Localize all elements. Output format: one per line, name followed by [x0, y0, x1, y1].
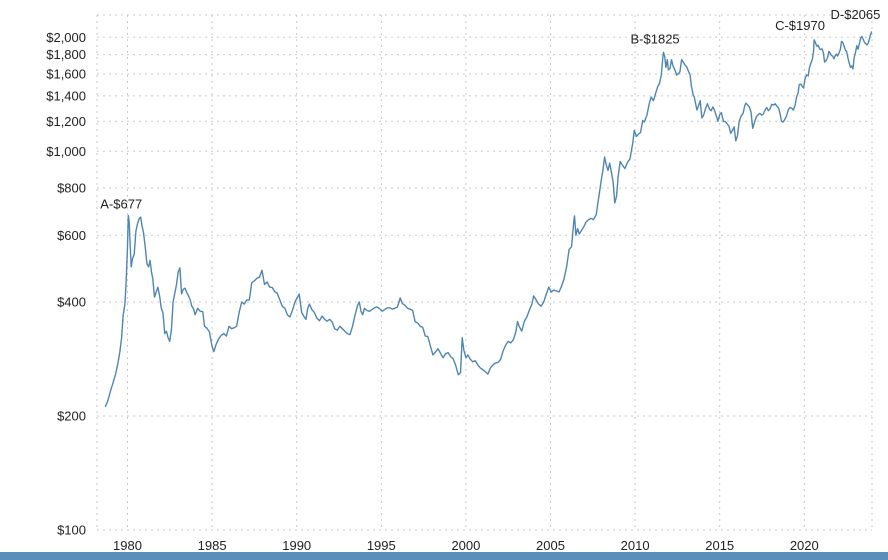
y-tick-label: $2,000: [46, 30, 86, 45]
y-tick-label: $1,600: [46, 67, 86, 82]
x-axis-tick-labels: 1980 1985 1990 1995 2000 2005 2010 2015 2020: [113, 538, 819, 553]
x-tick-label: 1995: [367, 538, 396, 553]
annotation-a: A-$677: [100, 196, 142, 211]
annotation-c: C-$1970: [775, 18, 825, 33]
x-tick-label: 1990: [282, 538, 311, 553]
timeline-scrollbar[interactable]: [0, 552, 888, 560]
grid-lines: [96, 14, 873, 531]
x-tick-label: 2010: [621, 538, 650, 553]
peak-annotations: A-$677 B-$1825 C-$1970 D-$2065: [100, 7, 880, 211]
y-tick-label: $1,200: [46, 114, 86, 129]
price-line-series: [104, 31, 873, 408]
x-tick-label: 2015: [705, 538, 734, 553]
y-tick-label: $1,400: [46, 88, 86, 103]
x-tick-label: 2005: [536, 538, 565, 553]
x-tick-label: 1980: [113, 538, 142, 553]
x-tick-label: 2020: [790, 538, 819, 553]
x-tick-label: 1985: [198, 538, 227, 553]
annotation-b: B-$1825: [631, 31, 680, 46]
x-tick-label: 2000: [451, 538, 480, 553]
y-tick-label: $800: [57, 181, 86, 196]
y-tick-label: $200: [57, 409, 86, 424]
y-tick-label: $1,800: [46, 47, 86, 62]
y-tick-label: $600: [57, 228, 86, 243]
y-tick-label: $400: [57, 295, 86, 310]
annotation-d: D-$2065: [831, 7, 881, 22]
y-axis-tick-labels: $2,000 $1,800 $1,600 $1,400 $1,200 $1,000 $800…: [46, 30, 86, 538]
y-tick-label: $100: [57, 523, 86, 538]
y-tick-label: $1,000: [46, 144, 86, 159]
